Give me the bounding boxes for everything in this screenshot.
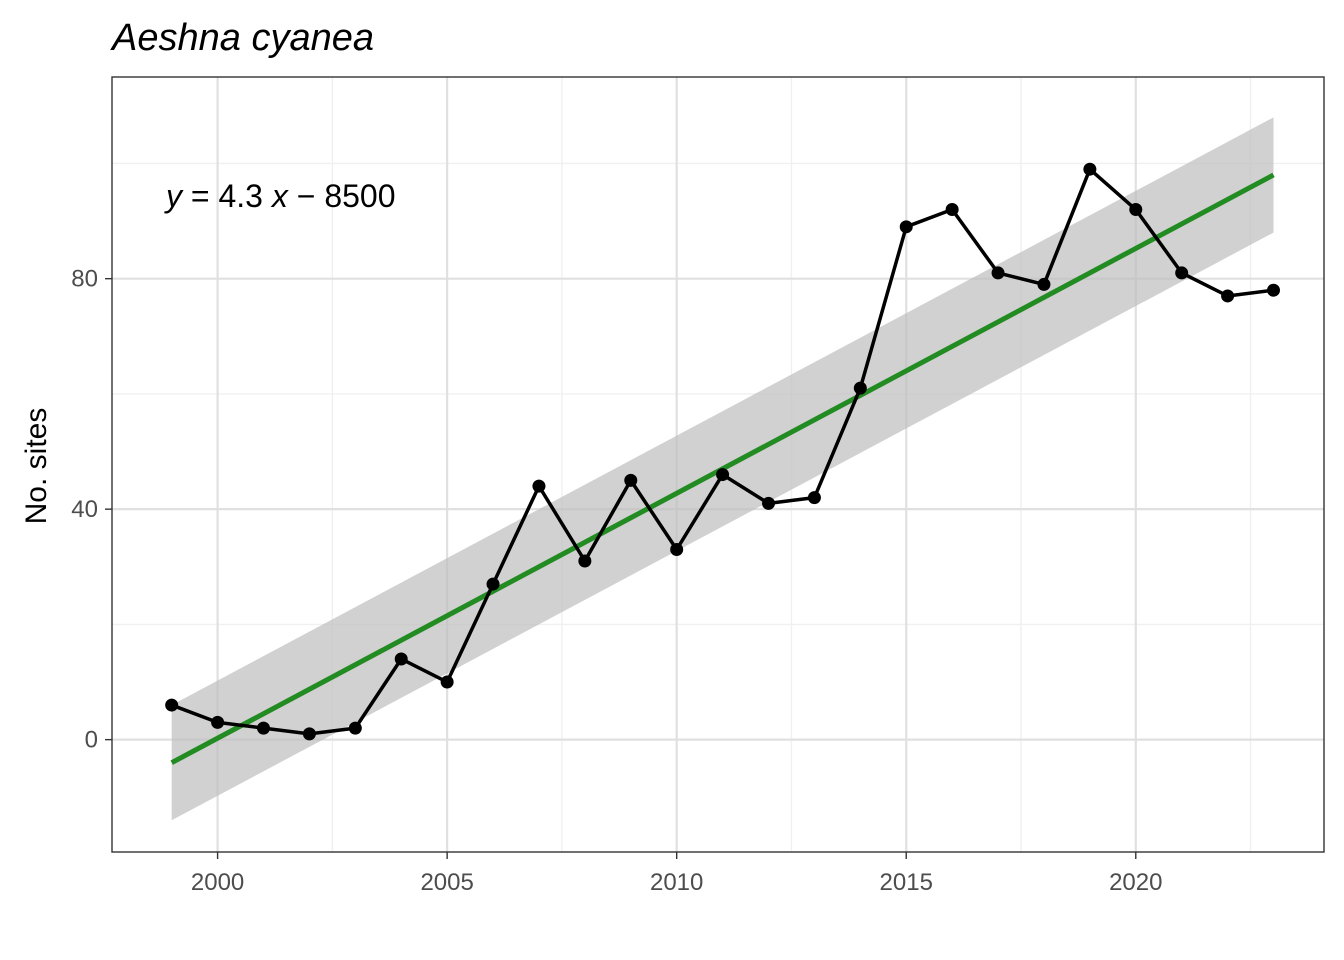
y-axis-label: No. sites bbox=[20, 408, 53, 525]
data-point bbox=[486, 577, 500, 591]
data-point bbox=[211, 715, 225, 729]
data-point bbox=[348, 721, 362, 735]
data-point bbox=[257, 721, 270, 735]
data-point bbox=[1083, 162, 1097, 176]
x-tick-label: 2010 bbox=[650, 869, 703, 896]
x-tick-label: 2020 bbox=[1109, 869, 1162, 896]
data-point bbox=[1037, 277, 1051, 291]
x-tick-label: 2005 bbox=[420, 869, 473, 896]
equation-x: x bbox=[270, 178, 289, 214]
data-point bbox=[762, 496, 775, 510]
y-tick-label: 0 bbox=[85, 727, 98, 754]
data-point bbox=[899, 220, 913, 234]
data-point bbox=[165, 698, 179, 712]
regression-equation: y = 4.3 x − 8500 bbox=[164, 178, 396, 214]
data-point bbox=[624, 473, 638, 487]
data-point bbox=[1175, 266, 1189, 280]
data-point bbox=[394, 652, 408, 666]
data-point bbox=[807, 491, 821, 505]
data-point bbox=[716, 468, 730, 482]
data-point bbox=[1267, 283, 1280, 297]
equation-y: y bbox=[164, 178, 184, 214]
axes: 2000 2005 2010 2015 2020 0 40 80 bbox=[71, 266, 1162, 896]
data-point bbox=[532, 479, 546, 493]
data-point bbox=[578, 554, 592, 568]
y-tick-label: 40 bbox=[71, 496, 98, 523]
data-point bbox=[1129, 203, 1143, 217]
panel-border bbox=[111, 76, 1325, 853]
chart-title: Aeshna cyanea bbox=[110, 17, 374, 59]
data-point bbox=[302, 727, 316, 741]
data-point bbox=[853, 381, 867, 395]
y-tick-label: 80 bbox=[71, 266, 98, 293]
data-point bbox=[440, 675, 454, 689]
data-point bbox=[991, 266, 1005, 280]
x-tick-label: 2015 bbox=[880, 869, 933, 896]
equation-part-2: − 8500 bbox=[288, 178, 396, 214]
data-point bbox=[1221, 289, 1235, 303]
x-tick-label: 2000 bbox=[191, 869, 244, 896]
data-series-layer bbox=[165, 162, 1280, 741]
equation-part-1: = 4.3 bbox=[182, 178, 272, 214]
data-point bbox=[945, 203, 959, 217]
data-point bbox=[670, 542, 684, 556]
